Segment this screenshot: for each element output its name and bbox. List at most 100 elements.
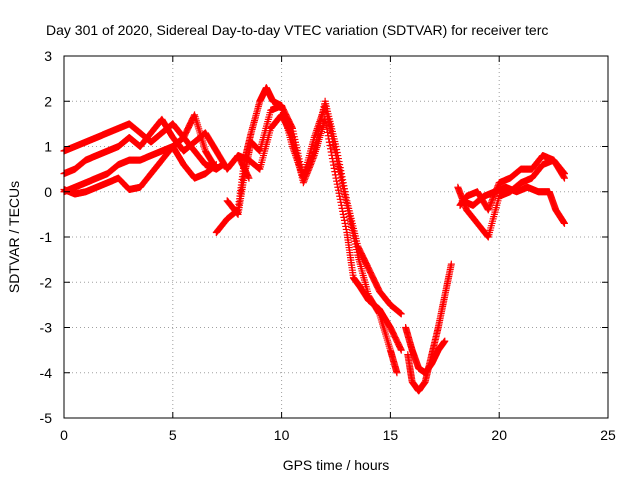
data-point [336, 192, 344, 200]
series-6 [223, 97, 405, 318]
data-point [333, 177, 341, 185]
y-tick-label: 0 [44, 184, 52, 200]
data-point [337, 167, 345, 175]
x-tick-label: 5 [169, 427, 177, 443]
data-point [330, 164, 338, 172]
data-point [441, 337, 449, 345]
data-point [560, 173, 568, 181]
data-point [327, 145, 335, 153]
y-tick-label: -5 [40, 410, 53, 426]
data-point [334, 183, 342, 191]
data-point [212, 161, 220, 169]
data-point [326, 141, 334, 149]
y-axis-label: SDTVAR / TECUs [6, 181, 22, 293]
data-point [342, 225, 350, 233]
data-point [486, 201, 494, 209]
data-point [308, 156, 316, 164]
data-point [560, 219, 568, 227]
data-point [324, 128, 332, 136]
data-point [340, 182, 348, 190]
y-tick-label: 1 [44, 139, 52, 155]
y-tick-label: -2 [40, 274, 53, 290]
data-point [333, 180, 341, 188]
data-point [325, 135, 333, 143]
data-point [338, 204, 346, 212]
data-point [339, 210, 347, 218]
series-9 [402, 324, 449, 377]
x-tick-label: 20 [491, 427, 507, 443]
data-point [342, 222, 350, 230]
data-point [333, 146, 341, 154]
data-point [335, 189, 343, 197]
x-axis-ticks: 0 5 10 15 20 25 [60, 56, 616, 443]
data-point [305, 164, 313, 172]
data-point [324, 132, 332, 140]
data-point [328, 155, 336, 163]
data-point [305, 165, 313, 173]
data-point [333, 149, 341, 157]
data-point [397, 345, 405, 353]
data-point [306, 162, 314, 170]
data-point [302, 171, 310, 179]
data-point [340, 216, 348, 224]
data-point [310, 153, 318, 161]
data-point [302, 173, 310, 181]
x-tick-label: 10 [274, 427, 290, 443]
y-tick-label: -3 [40, 320, 53, 336]
data-point [488, 197, 496, 205]
series-2 [60, 115, 253, 182]
series-12 [458, 183, 568, 227]
series-7 [234, 111, 405, 354]
data-point [308, 158, 316, 166]
data-point [486, 203, 494, 211]
data-point [327, 148, 335, 156]
data-point [489, 195, 497, 203]
x-tick-label: 0 [60, 427, 68, 443]
data-point [339, 176, 347, 184]
data-point [301, 176, 309, 184]
data-point [309, 155, 317, 163]
data-point [341, 219, 349, 227]
x-tick-label: 25 [600, 427, 616, 443]
data-point [328, 151, 336, 159]
y-axis-ticks: -5 -4 -3 -2 -1 0 1 2 3 [40, 48, 608, 426]
data-point [300, 177, 308, 185]
y-tick-label: -4 [40, 365, 53, 381]
y-tick-label: -1 [40, 229, 53, 245]
data-point [233, 210, 241, 218]
data-point [334, 155, 342, 163]
data-point [447, 260, 455, 268]
data-point [299, 179, 307, 187]
data-point [307, 161, 315, 169]
data-point [330, 161, 338, 169]
data-point [332, 174, 340, 182]
data-point [339, 179, 347, 187]
y-tick-label: 2 [44, 93, 52, 109]
data-point [560, 174, 568, 182]
data-point [336, 164, 344, 172]
data-point [338, 173, 346, 181]
data-point [487, 200, 495, 208]
data-point [340, 213, 348, 221]
data-point [335, 158, 343, 166]
x-tick-label: 15 [383, 427, 399, 443]
data-point [329, 158, 337, 166]
data-point [325, 138, 333, 146]
data-point [288, 132, 296, 140]
data-point [332, 143, 340, 150]
data-point [485, 204, 493, 212]
data-point [340, 185, 348, 193]
data-point [322, 122, 330, 130]
data-point [336, 195, 344, 203]
data-point [304, 167, 312, 175]
data-point [339, 207, 347, 215]
data-point [323, 125, 331, 133]
data-point [342, 194, 350, 202]
data-point [336, 161, 344, 169]
data-point [337, 170, 345, 178]
data-point [334, 152, 342, 160]
data-point [397, 346, 405, 354]
data-point [304, 168, 312, 176]
series-5 [212, 84, 401, 377]
data-point [307, 159, 315, 167]
